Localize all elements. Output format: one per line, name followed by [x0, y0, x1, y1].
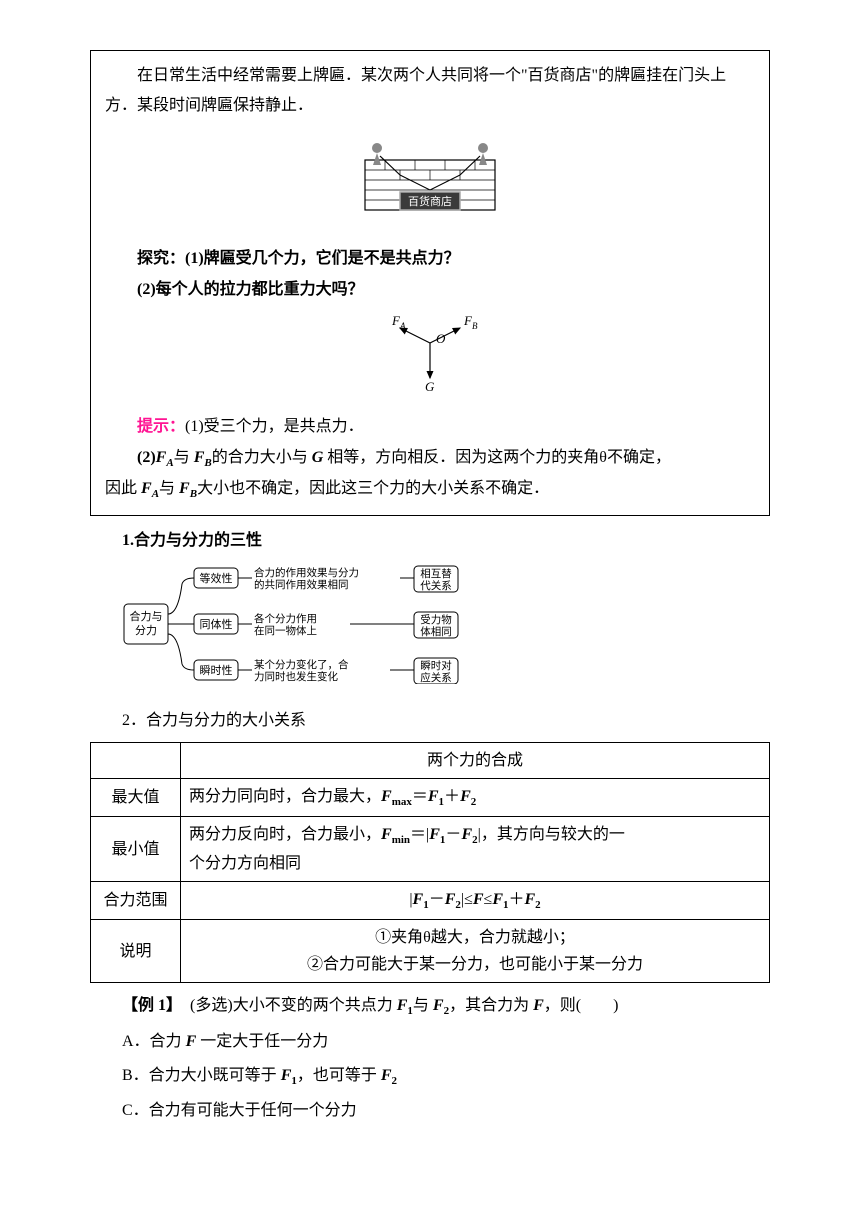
example-stem: 【例 1】 (多选)大小不变的两个共点力 F1与 F2，其合力为 F，则( ) [90, 991, 770, 1022]
svg-text:O: O [436, 331, 446, 346]
svg-text:体相同: 体相同 [420, 625, 452, 638]
svg-text:力同时也发生变化: 力同时也发生变化 [254, 670, 338, 683]
svg-text:各个分力作用: 各个分力作用 [254, 612, 317, 625]
section1-title: 1.合力与分力的三性 [90, 526, 770, 556]
svg-text:分力: 分力 [135, 624, 157, 637]
option-c: C．合力有可能大于任何一个分力 [90, 1096, 770, 1126]
intro-text: 在日常生活中经常需要上牌匾．某次两个人共同将一个"百货商店"的牌匾挂在门头上方．… [105, 61, 755, 122]
answer-2-line2: 因此 FA与 FB大小也不确定，因此这三个力的大小关系不确定． [105, 474, 755, 505]
svg-text:相互替: 相互替 [420, 567, 452, 580]
svg-text:合力与: 合力与 [130, 609, 163, 623]
svg-text:B: B [472, 321, 478, 331]
question-2: (2)每个人的拉力都比重力大吗？ [105, 275, 755, 305]
svg-text:受力物: 受力物 [420, 613, 452, 626]
table-row: 最小值 两分力反向时，合力最小，Fmin＝|F1－F2|，其方向与较大的一 个分… [91, 817, 770, 882]
option-b: B．合力大小既可等于 F1，也可等于 F2 [90, 1061, 770, 1092]
section2-title: 2．合力与分力的大小关系 [90, 706, 770, 736]
table-row: 最大值 两分力同向时，合力最大，Fmax＝F1＋F2 [91, 779, 770, 817]
svg-text:瞬时性: 瞬时性 [200, 663, 233, 677]
answer-1: 提示：(1)受三个力，是共点力． [105, 412, 755, 442]
concept-map: 合力与 分力 等效性 合力的作用效果与分力 的共同作用效果相同 相互替 代关系 … [122, 564, 770, 695]
force-table: 两个力的合成 最大值 两分力同向时，合力最大，Fmax＝F1＋F2 最小值 两分… [90, 742, 770, 983]
table-row: 合力范围 |F1－F2|≤F≤F1＋F2 [91, 882, 770, 920]
force-diagram: F A F B O G [105, 313, 755, 404]
svg-text:代关系: 代关系 [420, 579, 452, 592]
sign-illustration: 百货商店 [105, 130, 755, 236]
svg-text:的共同作用效果相同: 的共同作用效果相同 [254, 578, 349, 591]
table-row: 两个力的合成 [91, 743, 770, 779]
table-row: 说明 ①夹角θ越大，合力就越小； ②合力可能大于某一分力，也可能小于某一分力 [91, 920, 770, 983]
svg-text:某个分力变化了，合: 某个分力变化了，合 [254, 658, 349, 671]
svg-text:应关系: 应关系 [420, 671, 452, 684]
option-a: A．合力 F 一定大于任一分力 [90, 1027, 770, 1057]
svg-text:瞬时对: 瞬时对 [420, 659, 452, 672]
svg-text:等效性: 等效性 [200, 571, 233, 585]
svg-text:在同一物体上: 在同一物体上 [254, 624, 317, 637]
svg-text:A: A [399, 321, 406, 331]
sign-label: 百货商店 [408, 194, 452, 208]
svg-text:同体性: 同体性 [200, 617, 233, 631]
table-header: 两个力的合成 [181, 743, 770, 779]
problem-box: 在日常生活中经常需要上牌匾．某次两个人共同将一个"百货商店"的牌匾挂在门头上方．… [90, 50, 770, 516]
svg-text:合力的作用效果与分力: 合力的作用效果与分力 [254, 566, 359, 579]
answer-2: (2)FA与 FB的合力大小与 G 相等，方向相反．因为这两个力的夹角θ不确定， [105, 443, 755, 474]
question-1: 探究：(1)牌匾受几个力，它们是不是共点力？ [105, 244, 755, 274]
svg-text:G: G [425, 379, 435, 393]
